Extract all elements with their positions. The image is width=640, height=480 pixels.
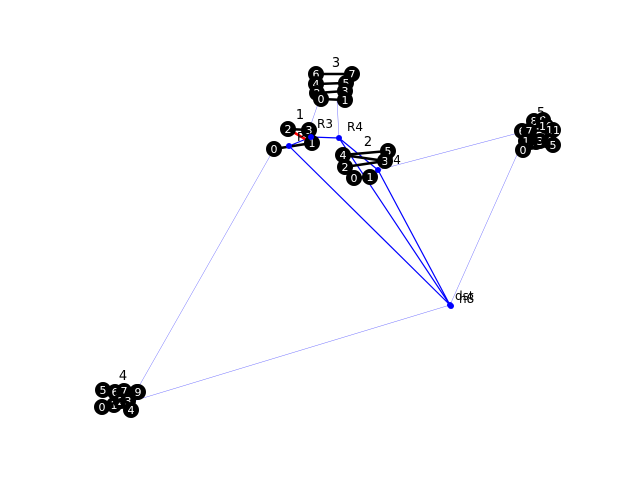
node-circle [335, 147, 351, 163]
hub-label: P3 [297, 130, 312, 144]
node-label: 6 [313, 68, 320, 81]
node-label: 0 [351, 172, 358, 185]
node-label: 1 [367, 171, 374, 184]
hub-dot [448, 303, 454, 309]
node-label: 1 [111, 399, 118, 412]
cluster-1-node: 2 [280, 121, 296, 137]
node-label: 5 [550, 139, 557, 152]
route-edge [288, 145, 451, 306]
node-label: 0 [271, 143, 278, 156]
cluster-1-node: 0 [266, 141, 282, 157]
hub-label: R4 [347, 120, 363, 134]
node-label: 0 [318, 93, 325, 106]
cluster-5-node: 0 [515, 142, 531, 158]
hub-dot [286, 143, 292, 149]
node-label: 3 [537, 135, 544, 148]
node-label: 1 [523, 135, 530, 148]
route-edge [377, 169, 451, 306]
faint-edge [336, 99, 340, 139]
hub-label: dst [455, 289, 474, 303]
cluster-label: 2 [364, 135, 372, 150]
cluster-1-node: 3 [301, 122, 317, 138]
cluster-2-node: 1 [362, 169, 378, 185]
node-label: 2 [285, 123, 292, 136]
cluster-2-node: 0 [346, 170, 362, 186]
node-circle [346, 170, 362, 186]
node-circle [377, 153, 393, 169]
cluster-label: 1 [296, 108, 304, 123]
cluster-3-node: 1 [337, 92, 353, 108]
cluster-2-node: 4 [335, 147, 351, 163]
node-label: 5 [385, 145, 392, 158]
node-circle [362, 169, 378, 185]
node-label: 3 [342, 85, 349, 98]
node-label: 4 [128, 404, 135, 417]
node-circle [280, 121, 296, 137]
node-label: 1 [342, 94, 349, 107]
node-label: 4 [340, 149, 347, 162]
hub-h3: R4 [336, 120, 363, 141]
node-label: 7 [526, 125, 533, 138]
cluster-2-node: 2 [337, 159, 353, 175]
node-label: 0 [99, 401, 106, 414]
node-circle [337, 159, 353, 175]
hub-label: P4 [386, 153, 401, 167]
node-circle [94, 399, 110, 415]
node-circle [515, 142, 531, 158]
node-circle [123, 402, 139, 418]
node-label: 1 [309, 137, 316, 150]
cluster-4-node: 4 [123, 402, 139, 418]
node-label: 7 [121, 385, 128, 398]
cluster-label: 5 [537, 106, 545, 121]
hub-h4: P4 [375, 153, 401, 173]
faint-edge [449, 147, 521, 306]
faint-edge [129, 304, 451, 403]
node-label: 3 [306, 124, 313, 137]
hub-label: R3 [317, 117, 333, 131]
cluster-2-node: 3 [377, 153, 393, 169]
node-label: 2 [342, 161, 349, 174]
cluster-label: 3 [332, 56, 340, 71]
hub-h2: R3 [308, 117, 333, 140]
hub-dot [336, 135, 342, 141]
node-circle [95, 382, 111, 398]
cluster-3-node: 0 [313, 91, 329, 107]
hub-h6: h8 [448, 292, 474, 309]
node-circle [337, 92, 353, 108]
cluster-5-node: 5 [545, 137, 561, 153]
node-label: 5 [100, 384, 107, 397]
node-label: 0 [520, 144, 527, 157]
node-label: 3 [382, 155, 389, 168]
node-label: 4 [313, 78, 320, 91]
hub-label: h8 [459, 292, 474, 306]
faint-edges [129, 97, 523, 403]
cluster-4-node: 5 [95, 382, 111, 398]
node-circle [266, 141, 282, 157]
node-label: 7 [349, 68, 356, 81]
cluster-4-node: 0 [94, 399, 110, 415]
node-label: 9 [135, 386, 142, 399]
node-label: 8 [531, 115, 538, 128]
cluster-label: 4 [119, 369, 127, 384]
cluster-1-node: 1 [304, 135, 320, 151]
faint-edge [129, 148, 275, 403]
hub-dot [308, 134, 314, 140]
node-circle [301, 122, 317, 138]
node-circle [545, 137, 561, 153]
hub-h1: P3 [286, 130, 312, 149]
node-circle [313, 91, 329, 107]
cluster-nodes: 0231452301674523015678901234896710111234… [94, 66, 561, 418]
hub-dot [375, 167, 381, 173]
node-label: 3 [125, 395, 132, 408]
node-circle [304, 135, 320, 151]
node-label: 6 [112, 386, 119, 399]
faint-edge [377, 131, 523, 171]
